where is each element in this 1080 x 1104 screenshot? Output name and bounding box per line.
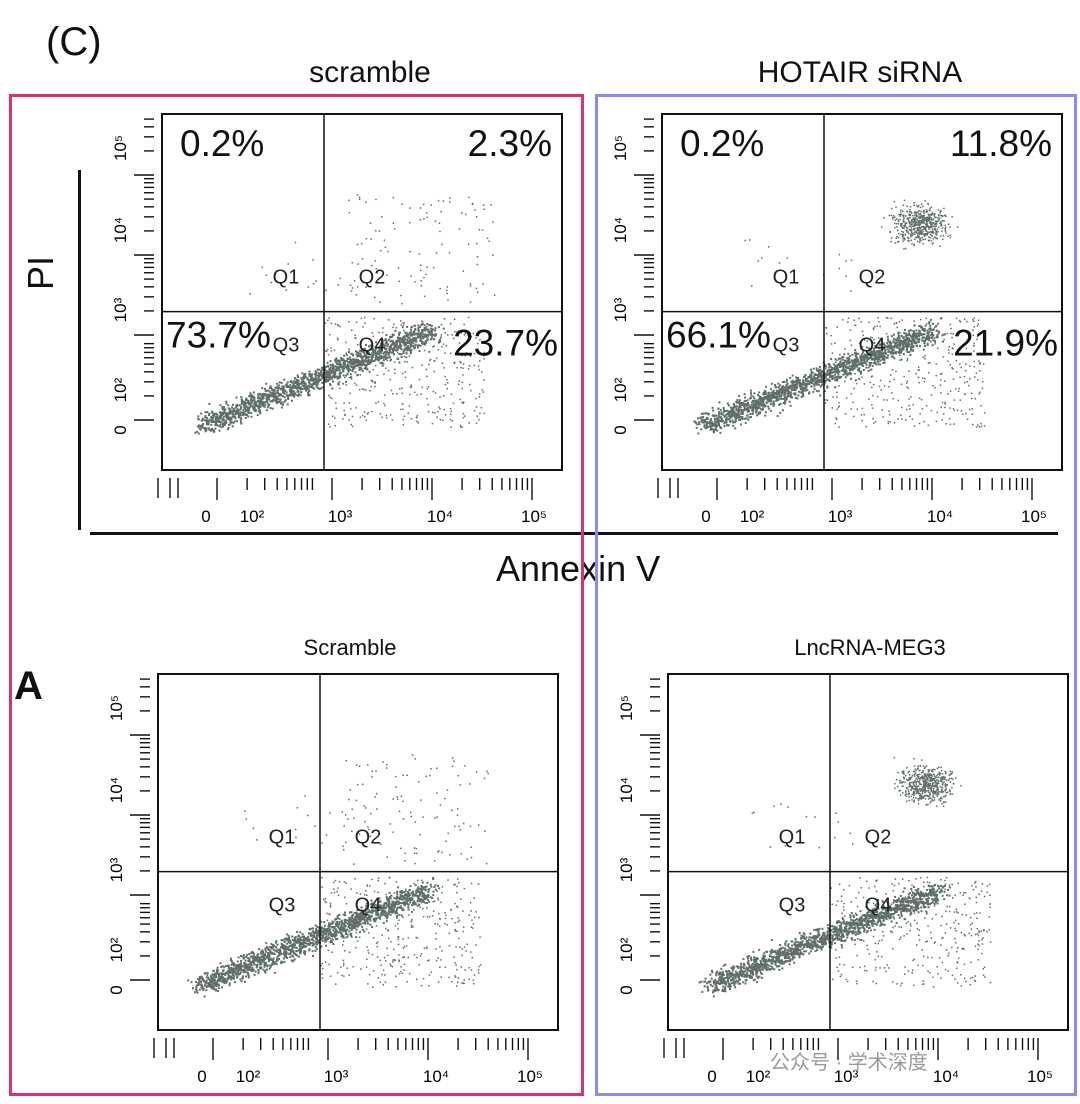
plot-title-c-hotair: HOTAIR siRNA <box>757 56 963 89</box>
x-tick-label: 10⁴ <box>933 1067 959 1086</box>
panel-c-label: (C) <box>46 20 102 64</box>
x-tick-label: 10⁴ <box>427 507 453 526</box>
quadrant-percent: 23.7% <box>453 323 558 364</box>
y-tick-label: 10² <box>111 377 130 402</box>
event-dots <box>194 194 496 435</box>
event-dots <box>693 199 986 435</box>
x-tick-label: 10⁵ <box>1027 1067 1053 1086</box>
plot-frame <box>667 673 1069 1031</box>
y-tick-label: 10⁴ <box>611 217 630 243</box>
plot-frame <box>161 113 563 471</box>
x-tick-label: 10⁴ <box>927 507 953 526</box>
quadrant-percent: 73.7% <box>166 315 271 356</box>
quadrant-label: Q3 <box>779 895 806 917</box>
event-dots <box>698 756 992 998</box>
quadrant-label: Q4 <box>355 895 382 917</box>
quadrant-percent: 2.3% <box>468 123 552 164</box>
x-tick-label: 10² <box>240 507 265 526</box>
quadrant-percent: 66.1% <box>666 315 771 356</box>
y-tick-label: 10⁵ <box>617 695 636 721</box>
x-tick-label: 10⁵ <box>1021 507 1047 526</box>
x-tick-label: 10² <box>740 507 765 526</box>
x-tick-label: 0 <box>201 507 210 526</box>
quadrant-label: Q4 <box>359 335 386 357</box>
quadrant-label: Q4 <box>859 335 886 357</box>
quadrant-percent: 11.8% <box>950 123 1052 164</box>
quadrant-label: Q3 <box>773 335 800 357</box>
x-tick-label: 10² <box>236 1067 261 1086</box>
quadrant-percent: 21.9% <box>953 323 1058 364</box>
x-tick-label: 10³ <box>834 1067 859 1086</box>
y-tick-label: 10³ <box>111 297 130 322</box>
highlight-box-right <box>595 94 1077 1096</box>
y-tick-label: 0 <box>611 425 630 434</box>
y-tick-label: 10³ <box>617 857 636 882</box>
x-tick-label: 10⁴ <box>423 1067 449 1086</box>
panel-a-label: A <box>14 664 43 708</box>
quadrant-label: Q1 <box>773 267 800 289</box>
y-tick-label: 10³ <box>611 297 630 322</box>
flow-plot-c-scramble: 0 10² 10³ 10⁴ 10⁵ 0 10² 10³ 10⁴ 10⁵ Q1 Q2 Q3 Q4 0.2% 2.… <box>111 113 563 526</box>
y-tick-label: 10⁴ <box>617 777 636 803</box>
y-tick-label: 10² <box>611 377 630 402</box>
x-tick-label: 0 <box>707 1067 716 1086</box>
x-tick-label: 0 <box>197 1067 206 1086</box>
y-axis-rule <box>78 170 81 530</box>
plot-title-c-scramble: scramble <box>309 56 431 89</box>
quadrant-label: Q2 <box>359 267 386 289</box>
y-tick-label: 10² <box>617 937 636 962</box>
y-tick-label: 10⁵ <box>611 135 630 161</box>
y-tick-label: 10⁵ <box>107 695 126 721</box>
x-tick-label: 0 <box>701 507 710 526</box>
highlight-box-left <box>9 94 584 1096</box>
watermark: 公众号 · 学术深度 <box>770 1052 928 1074</box>
x-tick-label: 10² <box>746 1067 771 1086</box>
y-tick-label: 10⁴ <box>107 777 126 803</box>
event-dots <box>187 754 489 998</box>
quadrant-label: Q2 <box>355 827 382 849</box>
x-tick-label: 10³ <box>328 507 353 526</box>
quadrant-label: Q1 <box>779 827 806 849</box>
flow-plot-c-hotair: 0 10² 10³ 10⁴ 10⁵ 0 10² 10³ 10⁴ 10⁵ Q1 Q2 Q3 Q4 0.2% 11… <box>611 113 1063 526</box>
x-tick-label: 10⁵ <box>517 1067 543 1086</box>
y-tick-label: 10³ <box>107 857 126 882</box>
quadrant-label: Q3 <box>269 895 296 917</box>
x-axis-rule <box>90 532 1058 535</box>
y-tick-label: 10⁴ <box>111 217 130 243</box>
plot-frame <box>661 113 1063 471</box>
x-tick-label: 10³ <box>828 507 853 526</box>
quadrant-label: Q1 <box>273 267 300 289</box>
flow-plot-a-scramble: 0 10² 10³ 10⁴ 10⁵ 0 10² 10³ 10⁴ 10⁵ Q1 Q2 Q3 Q4 <box>107 673 559 1086</box>
y-tick-label: 0 <box>107 985 126 994</box>
plot-title-a-scramble: Scramble <box>303 635 397 660</box>
y-tick-label: 0 <box>111 425 130 434</box>
x-tick-label: 10³ <box>324 1067 349 1086</box>
flow-plot-a-meg3: 0 10² 10³ 10⁴ 10⁵ 0 10² 10³ 10⁴ 10⁵ Q1 Q2 Q3 Q4 <box>617 673 1069 1086</box>
quadrant-label: Q3 <box>273 335 300 357</box>
quadrant-label: Q4 <box>865 895 892 917</box>
quadrant-label: Q2 <box>865 827 892 849</box>
y-tick-label: 10² <box>107 937 126 962</box>
quadrant-label: Q2 <box>859 267 886 289</box>
x-tick-label: 10⁵ <box>521 507 547 526</box>
plot-frame <box>157 673 559 1031</box>
plot-title-a-meg3: LncRNA-MEG3 <box>794 635 946 660</box>
quadrant-label: Q1 <box>269 827 296 849</box>
quadrant-percent: 0.2% <box>680 123 764 164</box>
y-tick-label: 10⁵ <box>111 135 130 161</box>
quadrant-percent: 0.2% <box>180 123 264 164</box>
y-tick-label: 0 <box>617 985 636 994</box>
x-axis-title: Annexin V <box>496 548 661 589</box>
